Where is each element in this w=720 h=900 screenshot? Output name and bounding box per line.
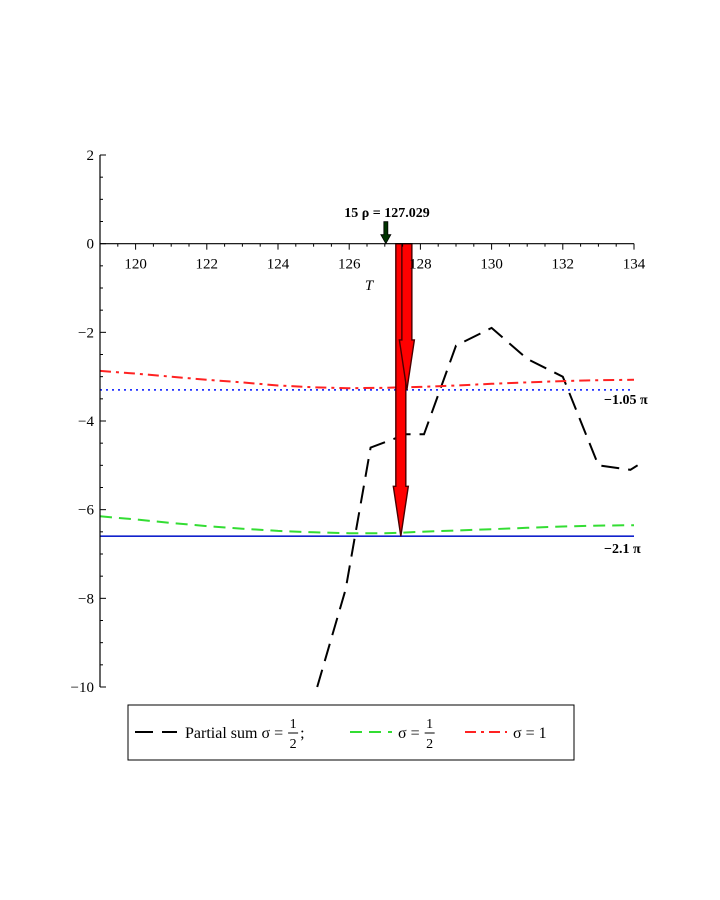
legend-separator: ;	[300, 725, 304, 742]
x-tick-label: 130	[480, 257, 503, 273]
annotation-marker	[380, 221, 392, 245]
x-tick-label: 128	[409, 257, 432, 273]
y-tick-label: −10	[71, 680, 94, 696]
annotation: 15 ρ = 127.029	[344, 206, 430, 245]
x-tick-label: 126	[338, 257, 361, 273]
legend-fraction-numerator: 1	[426, 717, 433, 732]
annotation-arrow	[398, 242, 416, 391]
reference-line-label: −2.1 π	[604, 542, 641, 557]
series-line	[316, 326, 639, 688]
legend-label: σ = 1	[513, 725, 547, 742]
x-tick-label: 120	[124, 257, 147, 273]
x-tick-label: 134	[623, 257, 646, 273]
legend-label: Partial sum σ =	[185, 725, 283, 742]
legend-fraction-numerator: 1	[290, 717, 297, 732]
x-tick-label: 124	[267, 257, 290, 273]
y-tick-label: −8	[78, 591, 94, 607]
y-tick-label: −2	[78, 325, 94, 341]
annotation-label: 15 ρ = 127.029	[344, 206, 429, 221]
series-line	[99, 369, 635, 390]
x-axis-title: T	[365, 278, 375, 294]
series-line	[99, 515, 635, 535]
legend: Partial sum σ = 1 2; σ = 1 2 σ = 1	[127, 704, 575, 761]
annotation-arrows	[392, 242, 416, 537]
y-tick-label: −6	[78, 503, 94, 519]
x-tick-label: 122	[196, 257, 219, 273]
legend-fraction-denominator: 2	[426, 737, 433, 752]
axes: 2 0 −2 −4 −6 −8 −10 120 122 124 126 128 130 132 134 T	[71, 148, 646, 696]
reference-lines: −1.05 π −2.1 π	[100, 389, 648, 557]
y-tick-label: −4	[78, 414, 94, 430]
y-tick-label: 0	[87, 237, 95, 253]
x-tick-label: 132	[552, 257, 575, 273]
series-lines	[99, 326, 639, 688]
legend-fraction-denominator: 2	[290, 737, 297, 752]
y-tick-label: 2	[87, 148, 95, 164]
reference-line-label: −1.05 π	[604, 393, 648, 408]
legend-label: σ =	[398, 725, 420, 742]
